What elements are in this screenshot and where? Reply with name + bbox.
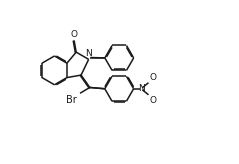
Text: O: O [149,96,156,105]
Text: Br: Br [66,95,76,105]
Text: N: N [138,84,144,93]
Text: O: O [149,73,156,82]
Text: O: O [70,30,77,39]
Text: N: N [85,49,92,58]
